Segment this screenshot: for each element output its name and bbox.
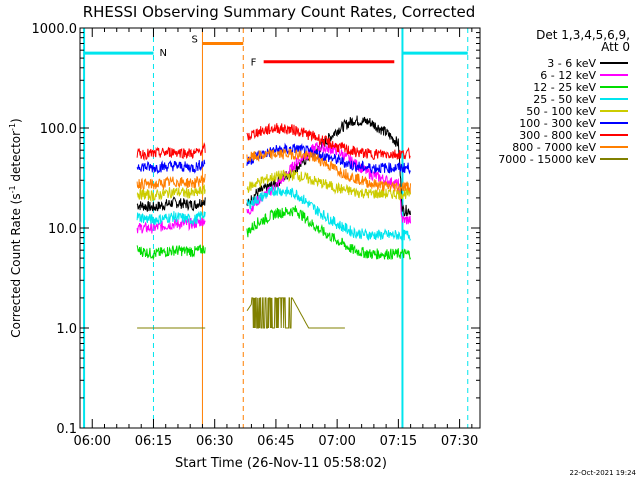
x-tick-label: 06:15 xyxy=(135,434,172,449)
y-tick-label: 0.1 xyxy=(56,422,77,437)
saa-flag-label: S xyxy=(191,34,197,45)
series-line-3 xyxy=(246,185,411,242)
series-layer xyxy=(136,115,411,329)
series-line-2 xyxy=(136,244,206,261)
series-line-0 xyxy=(136,196,206,212)
legend-label-7: 800 - 7000 keV xyxy=(512,141,596,154)
series-line-4 xyxy=(136,184,206,203)
legend-label-1: 6 - 12 keV xyxy=(540,69,596,82)
chart-title: RHESSI Observing Summary Count Rates, Co… xyxy=(83,3,476,21)
series-line-0 xyxy=(246,115,411,217)
legend-header-line1: Det 1,3,4,5,6,9, xyxy=(536,28,630,42)
series-line-5 xyxy=(246,142,411,175)
y-tick-label: 1.0 xyxy=(56,322,77,337)
legend-label-0: 3 - 6 keV xyxy=(547,57,596,70)
x-tick-label: 06:30 xyxy=(196,434,233,449)
series-line-7 xyxy=(136,173,206,191)
x-tick-label: 07:00 xyxy=(318,434,355,449)
night-flag-label: N xyxy=(159,48,166,59)
legend-label-5: 100 - 300 keV xyxy=(519,117,596,130)
series-line-6 xyxy=(246,122,411,160)
x-tick-label: 07:30 xyxy=(441,434,478,449)
series-line-8 xyxy=(246,297,345,329)
x-axis-label: Start Time (26-Nov-11 05:58:02) xyxy=(175,456,387,471)
y-axis-label-sup2: -1 xyxy=(8,123,17,131)
y-axis-label-part3: ) xyxy=(9,118,23,123)
y-axis-label-part2: detector xyxy=(9,131,23,186)
legend-label-4: 50 - 100 keV xyxy=(526,105,596,118)
x-tick-label: 06:45 xyxy=(257,434,294,449)
legend-label-2: 12 - 25 keV xyxy=(533,81,596,94)
x-axis-ticks: 06:00 06:15 06:30 06:45 07:00 07:15 07:30 xyxy=(74,28,478,449)
generated-timestamp: 22-Oct-2021 19:24 xyxy=(570,469,637,477)
series-line-7 xyxy=(246,147,411,194)
legend-label-6: 300 - 800 keV xyxy=(519,129,596,142)
y-axis-label-sup1: -1 xyxy=(8,185,17,193)
x-tick-label: 07:15 xyxy=(380,434,417,449)
series-line-3 xyxy=(136,211,206,227)
y-tick-label: 10.0 xyxy=(48,222,77,237)
series-line-6 xyxy=(136,142,206,162)
legend-label-3: 25 - 50 keV xyxy=(533,93,596,106)
legend-header-line2: Att 0 xyxy=(601,40,630,54)
y-tick-label: 1000.0 xyxy=(32,22,78,37)
flare-flag-label: F xyxy=(251,58,257,69)
x-tick-label: 06:00 xyxy=(74,434,111,449)
y-axis-label: Corrected Count Rate (s-1 detector-1) xyxy=(8,118,23,337)
y-axis-ticks: 0.1 1.0 10.0 100.0 1000.0 xyxy=(32,22,480,437)
series-line-2 xyxy=(246,205,411,260)
y-axis-label-part1: Corrected Count Rate (s xyxy=(9,193,23,337)
y-tick-label: 100.0 xyxy=(40,122,77,137)
legend-label-8: 7000 - 15000 keV xyxy=(498,153,596,166)
series-line-5 xyxy=(136,159,206,175)
series-line-4 xyxy=(246,168,411,201)
